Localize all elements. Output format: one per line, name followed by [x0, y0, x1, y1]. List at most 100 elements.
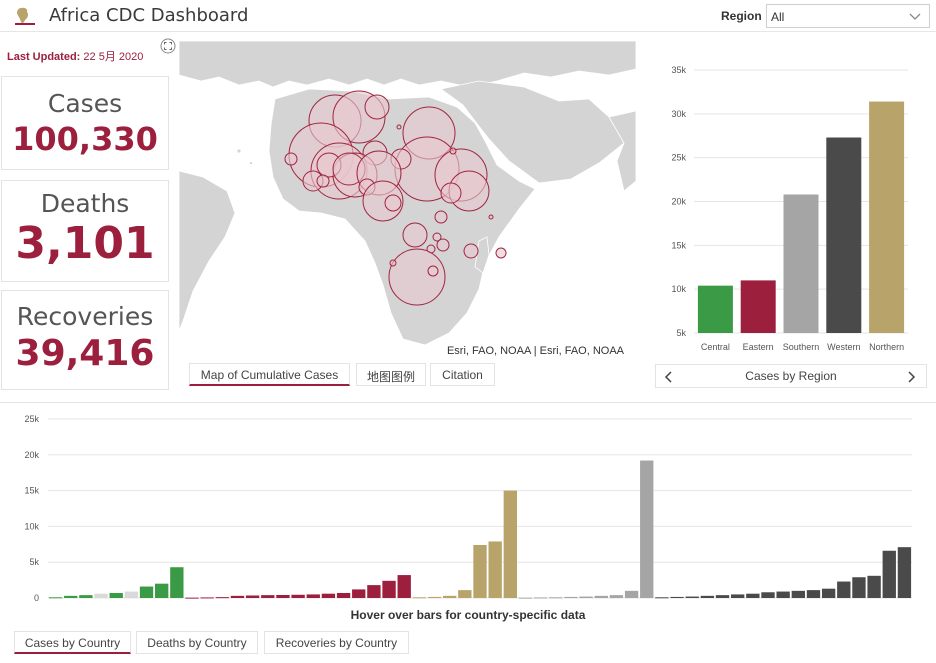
tab-map-legend[interactable]: 地图图例	[356, 363, 426, 386]
country-bar[interactable]	[139, 586, 154, 598]
country-bar[interactable]	[170, 567, 184, 598]
country-bar[interactable]	[155, 583, 169, 598]
cases-by-region-chart[interactable]: 5k 10k 15k 20k 25k 30k 35k Central Eastern Southe…	[646, 41, 928, 363]
kpi-cases: Cases 100,330	[1, 76, 169, 170]
fullscreen-icon[interactable]	[160, 38, 176, 54]
cumulative-cases-map[interactable]: Esri, FAO, NOAA | Esri, FAO, NOAA	[179, 41, 636, 363]
last-updated-value: 22 5月 2020	[83, 51, 144, 63]
region-label: Region	[721, 9, 762, 23]
country-bar[interactable]	[746, 593, 760, 598]
region-chart-nav: Cases by Region	[655, 364, 927, 388]
country-bar[interactable]	[473, 545, 487, 598]
country-ytick-label: 15k	[24, 486, 39, 496]
country-bar[interactable]	[276, 594, 290, 598]
country-bar[interactable]	[791, 590, 805, 598]
country-bar[interactable]	[488, 541, 502, 598]
country-bar[interactable]	[761, 592, 775, 598]
tab-map-of-cumulative-cases[interactable]: Map of Cumulative Cases	[189, 363, 350, 386]
country-bar[interactable]	[685, 596, 699, 598]
tab-cases-by-country[interactable]: Cases by Country	[14, 631, 131, 654]
country-bar[interactable]	[185, 597, 199, 599]
country-bar[interactable]	[367, 585, 381, 598]
country-bar[interactable]	[382, 580, 396, 598]
country-bar[interactable]	[518, 597, 533, 599]
chevron-left-icon[interactable]	[664, 370, 676, 384]
country-bar[interactable]	[670, 596, 684, 598]
country-bar[interactable]	[655, 597, 669, 599]
hover-instruction: Hover over bars for country-specific dat…	[350, 608, 586, 622]
country-bar[interactable]	[230, 595, 245, 598]
last-updated-label: Last Updated:	[7, 51, 81, 63]
country-bar[interactable]	[109, 592, 123, 598]
country-bar[interactable]	[336, 592, 351, 598]
cases-by-country-svg[interactable]: 0 5k 10k 15k 20k 25k	[0, 403, 936, 631]
map-attribution: Esri, FAO, NOAA | Esri, FAO, NOAA	[446, 345, 624, 357]
country-bar[interactable]	[731, 594, 745, 598]
country-ytick-label: 10k	[24, 521, 39, 531]
region-bar-western[interactable]	[826, 137, 862, 333]
country-bar[interactable]	[564, 596, 578, 598]
region-select[interactable]: All	[766, 4, 930, 28]
country-bar[interactable]	[321, 593, 336, 598]
country-bar[interactable]	[412, 597, 427, 599]
country-bar[interactable]	[200, 597, 214, 599]
region-ytick-label: 20k	[671, 197, 686, 207]
country-bar[interactable]	[352, 589, 366, 598]
country-bar[interactable]	[821, 588, 836, 598]
country-bar[interactable]	[852, 577, 866, 598]
region-bar-northern[interactable]	[869, 101, 905, 333]
tab-citation[interactable]: Citation	[430, 363, 495, 386]
country-bar[interactable]	[609, 595, 624, 598]
country-bar[interactable]	[291, 594, 305, 598]
region-bar-central[interactable]	[697, 285, 733, 333]
country-bar[interactable]	[397, 575, 411, 598]
country-bar[interactable]	[261, 595, 275, 598]
country-bar[interactable]	[215, 597, 229, 599]
kpi-recoveries-label: Recoveries	[16, 302, 154, 331]
map-canvas[interactable]	[179, 41, 636, 363]
country-bar[interactable]	[579, 596, 593, 598]
country-bar[interactable]	[245, 595, 260, 598]
kpi-cases-value: 100,330	[12, 120, 158, 158]
country-bar[interactable]	[533, 597, 548, 599]
country-tabs: Cases by Country Deaths by Country Recov…	[14, 631, 414, 655]
country-bar[interactable]	[700, 595, 715, 598]
country-bar[interactable]	[427, 596, 442, 598]
country-bar[interactable]	[867, 575, 881, 598]
country-bar[interactable]	[443, 595, 457, 598]
kpi-recoveries: Recoveries 39,416	[1, 290, 169, 390]
region-bar-eastern[interactable]	[740, 280, 776, 333]
country-bar[interactable]	[624, 590, 639, 598]
region-chart-title: Cases by Region	[745, 369, 837, 383]
country-bar[interactable]	[715, 595, 730, 598]
country-bar[interactable]	[776, 591, 790, 598]
chevron-right-icon[interactable]	[906, 370, 918, 384]
country-bar[interactable]	[897, 547, 912, 598]
tab-recoveries-by-country[interactable]: Recoveries by Country	[264, 631, 409, 654]
region-ytick-label: 15k	[671, 240, 686, 250]
country-bar[interactable]	[64, 595, 78, 598]
country-bar[interactable]	[79, 595, 93, 598]
region-ytick-label: 35k	[671, 65, 686, 75]
region-select-value: All	[771, 10, 785, 24]
cases-by-country-chart[interactable]: 0 5k 10k 15k 20k 25k	[0, 402, 936, 630]
country-bar[interactable]	[882, 550, 896, 598]
country-bar[interactable]	[837, 581, 851, 598]
tab-deaths-by-country[interactable]: Deaths by Country	[136, 631, 258, 654]
country-bar[interactable]	[503, 490, 517, 598]
cases-by-region-svg[interactable]: 5k 10k 15k 20k 25k 30k 35k Central Eastern Southe…	[646, 41, 928, 363]
header-bar: Africa CDC Dashboard Region All	[0, 0, 936, 32]
region-bar-southern[interactable]	[783, 194, 819, 333]
country-bar[interactable]	[640, 460, 654, 598]
country-bar[interactable]	[124, 591, 139, 598]
country-bar[interactable]	[806, 590, 821, 598]
country-bar[interactable]	[48, 597, 63, 599]
country-bar[interactable]	[549, 597, 563, 599]
country-bar[interactable]	[594, 595, 608, 598]
kpi-cases-label: Cases	[47, 89, 123, 118]
region-ytick-label: 25k	[671, 153, 686, 163]
kpi-deaths-value: 3,101	[15, 218, 155, 269]
country-bar[interactable]	[306, 594, 320, 598]
country-bar[interactable]	[94, 593, 108, 598]
country-bar[interactable]	[458, 590, 472, 598]
